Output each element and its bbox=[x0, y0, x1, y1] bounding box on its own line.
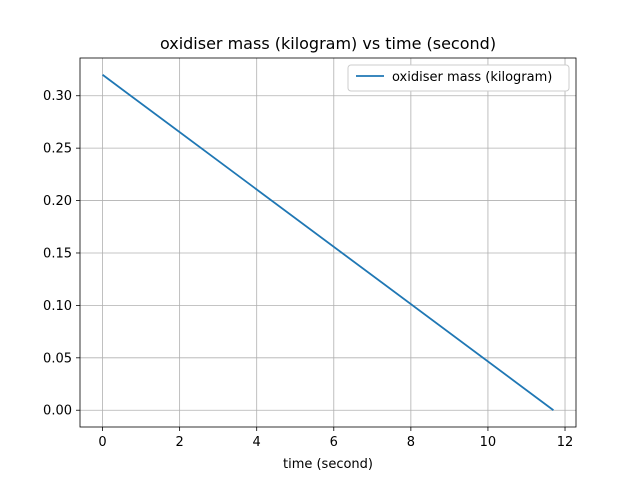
axes bbox=[76, 57, 577, 431]
y-tick-label: 0.15 bbox=[43, 246, 72, 261]
x-tick-label: 12 bbox=[557, 435, 574, 450]
y-tick-label: 0.25 bbox=[43, 142, 72, 157]
x-tick-label: 8 bbox=[407, 435, 415, 450]
y-tick-label: 0.20 bbox=[43, 194, 72, 209]
legend-label: oxidiser mass (kilogram) bbox=[392, 70, 552, 85]
legend-frame bbox=[347, 64, 570, 92]
y-tick-label: 0.30 bbox=[43, 89, 72, 104]
x-axis-label: time (second) bbox=[283, 457, 373, 472]
y-tick-label: 0.05 bbox=[43, 351, 72, 366]
x-tick-label: 6 bbox=[330, 435, 338, 450]
x-tick-label: 0 bbox=[98, 435, 106, 450]
tick-labels: 0 2 4 6 8 10 12 0.00 0.05 0.10 0.15 0.20 0.25 0.30 bbox=[43, 89, 573, 450]
series-line bbox=[102, 74, 554, 411]
legend: oxidiser mass (kilogram) bbox=[347, 64, 570, 92]
chart-title: oxidiser mass (kilogram) vs time (second… bbox=[160, 34, 496, 53]
y-tick-label: 0.00 bbox=[43, 404, 72, 419]
grid bbox=[80, 58, 576, 427]
x-tick-label: 2 bbox=[175, 435, 183, 450]
x-tick-label: 10 bbox=[480, 435, 497, 450]
x-tick-label: 4 bbox=[253, 435, 261, 450]
plot-frame bbox=[79, 57, 577, 428]
y-tick-label: 0.10 bbox=[43, 299, 72, 314]
series-layer bbox=[102, 74, 554, 411]
